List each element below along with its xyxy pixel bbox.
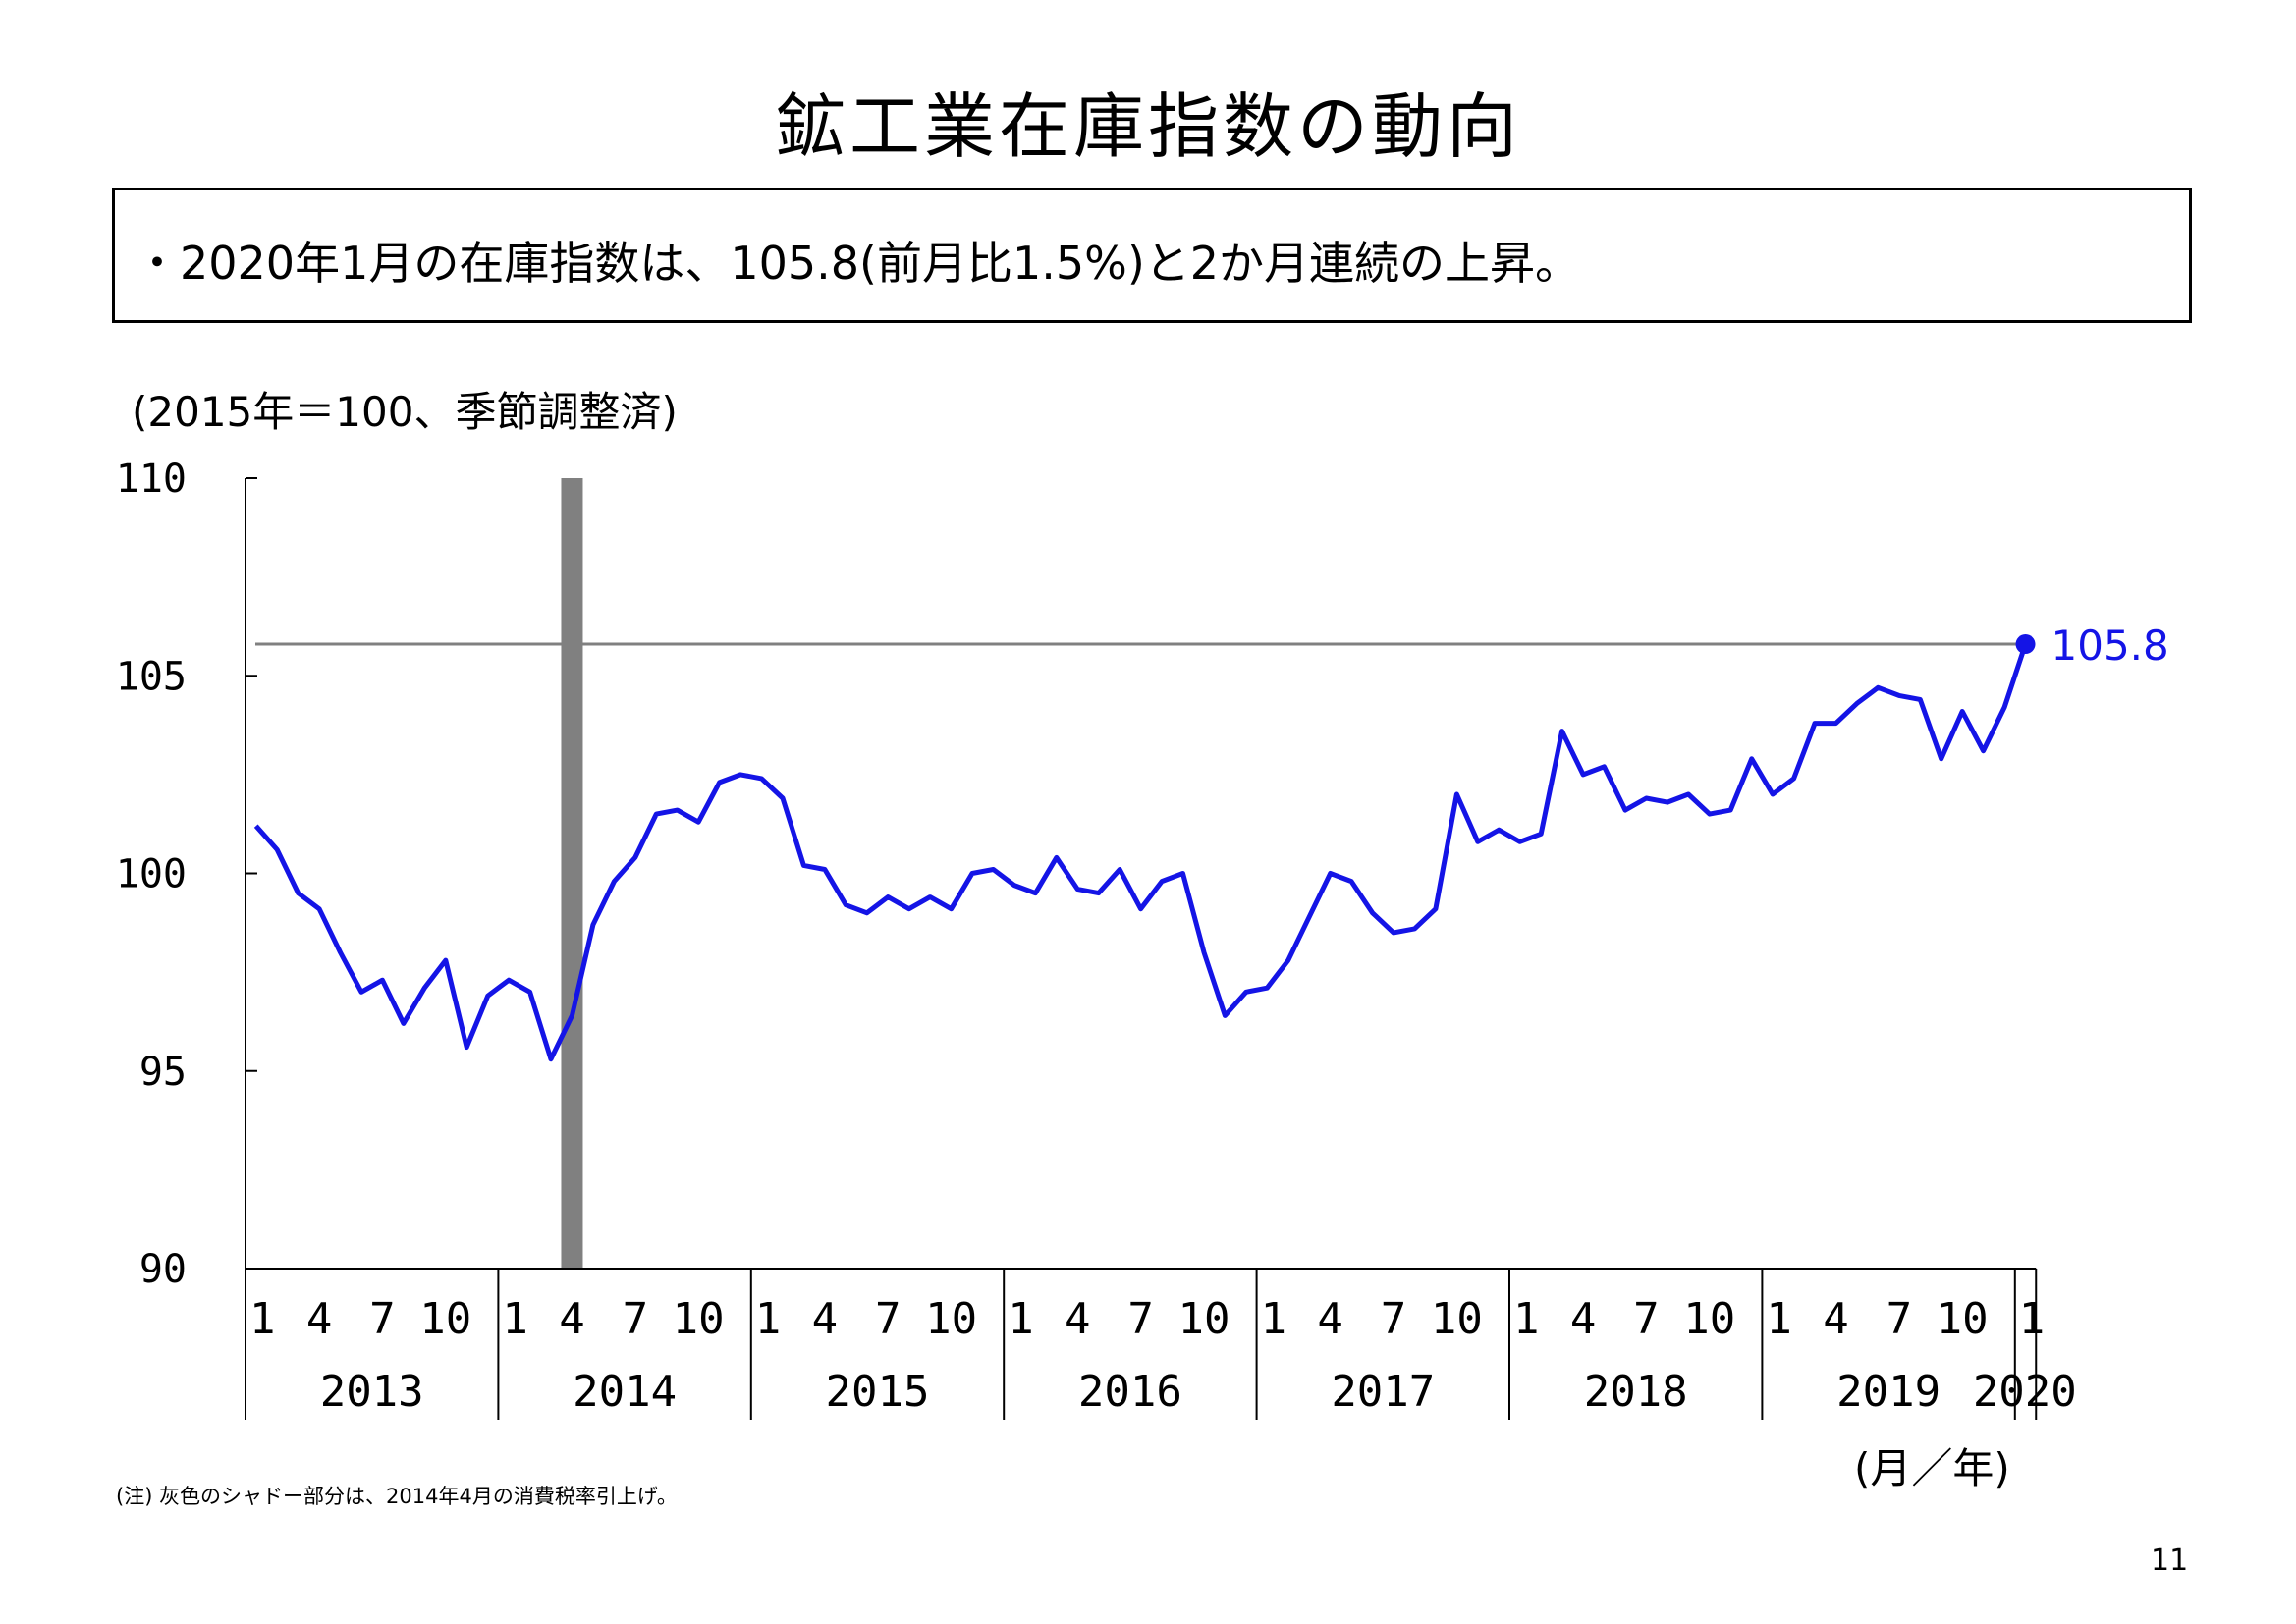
year-label: 2017 (1331, 1367, 1435, 1417)
month-tick-label: 1 (755, 1294, 782, 1344)
month-tick-label: 10 (1177, 1294, 1230, 1344)
latest-point (2015, 634, 2036, 655)
y-tick-label: 100 (116, 852, 187, 897)
month-tick-label: 7 (875, 1294, 902, 1344)
year-label: 2016 (1078, 1367, 1182, 1417)
month-tick-label: 7 (1633, 1294, 1660, 1344)
month-tick-label: 4 (1823, 1294, 1849, 1344)
month-tick-label: 1 (1261, 1294, 1287, 1344)
y-axis-unit-note: (2015年＝100、季節調整済) (132, 388, 678, 436)
year-label: 2015 (826, 1367, 930, 1417)
month-tick-label: 10 (673, 1294, 725, 1344)
month-tick-label: 7 (1127, 1294, 1154, 1344)
inventory-index-line (253, 643, 2028, 1062)
month-tick-label: 7 (369, 1294, 396, 1344)
latest-value-label: 105.8 (2051, 622, 2169, 670)
summary-box: ・2020年1月の在庫指数は、105.8(前月比1.5%)と2か月連続の上昇。 (112, 188, 2192, 323)
month-tick-label: 10 (419, 1294, 471, 1344)
month-tick-label: 10 (1431, 1294, 1483, 1344)
footnote: (注) 灰色のシャドー部分は、2014年4月の消費税率引上げ。 (116, 1485, 678, 1508)
y-tick-label: 105 (116, 654, 187, 699)
month-tick-label: 1 (2019, 1294, 2046, 1344)
month-tick-label: 7 (623, 1294, 649, 1344)
month-tick-label: 7 (1886, 1294, 1913, 1344)
year-label: 2013 (320, 1367, 424, 1417)
month-tick-label: 10 (1683, 1294, 1735, 1344)
month-tick-label: 10 (1937, 1294, 1989, 1344)
y-tick-label: 90 (139, 1247, 187, 1292)
y-tick-label: 95 (139, 1050, 187, 1095)
page-number: 11 (2151, 1543, 2189, 1578)
month-tick-label: 4 (1065, 1294, 1091, 1344)
month-tick-label: 4 (1570, 1294, 1597, 1344)
year-label: 2020 (1973, 1367, 2077, 1417)
month-tick-label: 4 (812, 1294, 839, 1344)
month-tick-label: 1 (1008, 1294, 1034, 1344)
x-axis-unit: (月／年) (1854, 1444, 2010, 1492)
month-tick-label: 4 (559, 1294, 585, 1344)
month-tick-label: 7 (1381, 1294, 1407, 1344)
month-tick-label: 10 (925, 1294, 977, 1344)
page-title: 鉱工業在庫指数の動向 (774, 85, 1521, 168)
month-tick-label: 1 (1513, 1294, 1540, 1344)
month-tick-label: 1 (502, 1294, 528, 1344)
month-tick-label: 4 (306, 1294, 333, 1344)
month-tick-label: 4 (1317, 1294, 1343, 1344)
y-tick-label: 110 (116, 457, 187, 502)
month-tick-label: 1 (249, 1294, 276, 1344)
year-label: 2019 (1836, 1367, 1941, 1417)
summary-text: ・2020年1月の在庫指数は、105.8(前月比1.5%)と2か月連続の上昇。 (135, 237, 1581, 290)
month-tick-label: 1 (1766, 1294, 1792, 1344)
year-label: 2018 (1584, 1367, 1688, 1417)
year-label: 2014 (573, 1367, 677, 1417)
tax-hike-shade (561, 478, 583, 1269)
